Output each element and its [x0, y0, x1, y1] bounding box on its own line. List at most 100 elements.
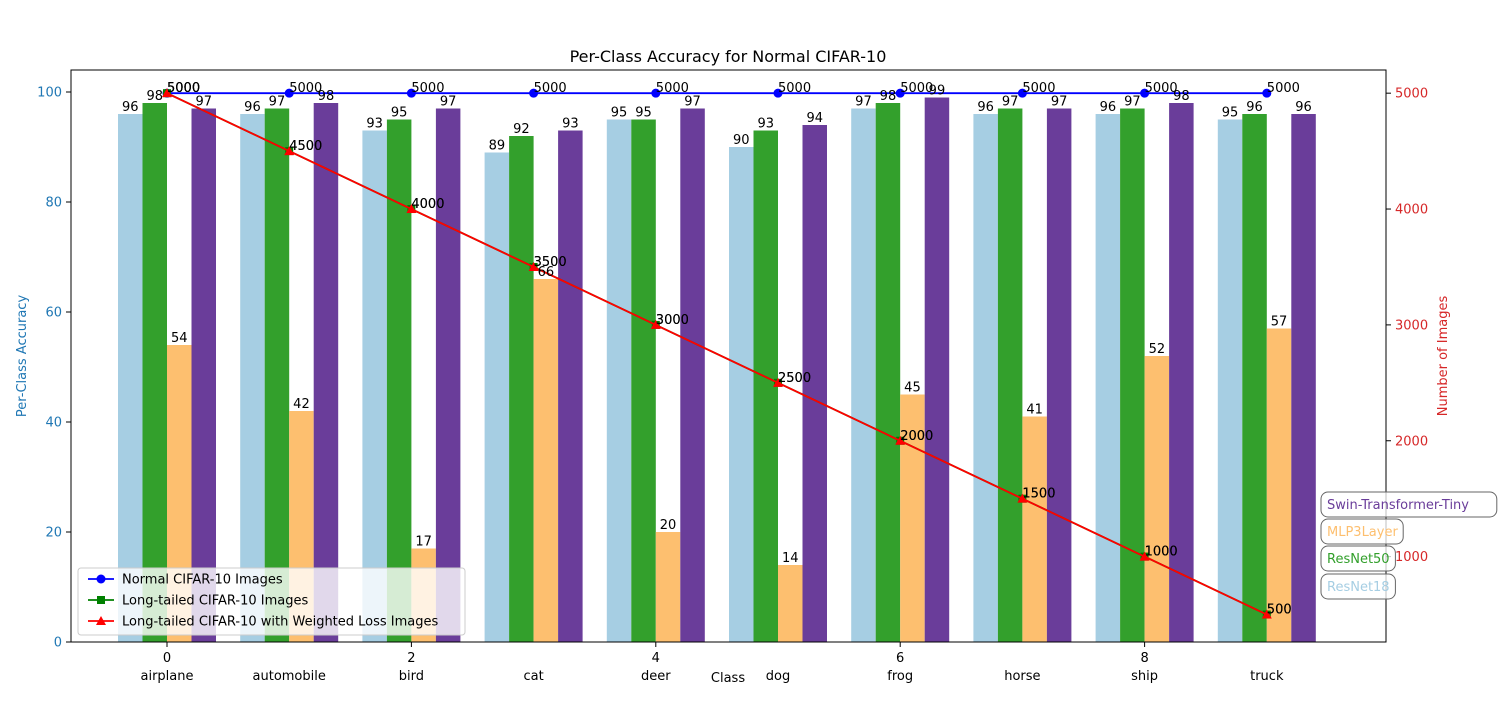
series-legend: Normal CIFAR-10 Images Long-tailed CIFAR-…	[77, 567, 466, 636]
marker-long-tailed-cifar-10-with-weighted-loss-images	[773, 377, 783, 387]
x-tick-label: 8	[1140, 651, 1148, 666]
bar-resnet18-bird	[362, 130, 387, 642]
count-label: 500	[1267, 603, 1292, 618]
marker-long-tailed-cifar-10-with-weighted-loss-images	[1261, 609, 1272, 619]
lines-layer	[162, 88, 1272, 619]
bar-value-label: 94	[806, 111, 823, 126]
bar-resnet50-ship	[1120, 108, 1145, 642]
x-category-label: frog	[887, 669, 913, 684]
count-label: 5000	[1022, 81, 1055, 96]
bar-resnet18-deer	[606, 119, 632, 642]
plot-frame	[70, 69, 1387, 643]
bar-resnet50-horse	[997, 108, 1023, 642]
x-category-label: airplane	[141, 669, 194, 684]
bar-value-label: 20	[660, 518, 677, 533]
legend-label: Normal CIFAR-10 Images	[122, 573, 283, 588]
bar-mlp3layer-deer	[655, 532, 681, 642]
bar-resnet50-deer	[631, 119, 656, 642]
count-label: 3500	[534, 255, 567, 270]
bar-value-label: 96	[1246, 100, 1263, 115]
bar-swin-transformer-tiny-deer	[680, 108, 705, 642]
marker-normal-cifar-10-images	[529, 88, 539, 98]
bar-value-label: 42	[293, 397, 310, 412]
count-label: 5000	[656, 81, 689, 96]
left-y-tick-label: 80	[45, 196, 62, 211]
bar-value-label: 95	[635, 106, 652, 121]
count-label: 1000	[1145, 545, 1178, 560]
model-legend-box	[1320, 491, 1498, 518]
model-legend-box	[1320, 518, 1404, 545]
bar-value-label: 97	[440, 95, 457, 110]
bar-value-label: 99	[929, 84, 946, 99]
bar-value-label: 95	[611, 106, 628, 121]
bar-mlp3layer-ship	[1144, 356, 1170, 642]
bar-value-label: 17	[415, 535, 432, 550]
left-y-tick-label: 20	[45, 526, 62, 541]
x-category-label: cat	[523, 669, 543, 684]
bar-resnet18-automobile	[240, 114, 265, 642]
bar-value-label: 98	[880, 89, 897, 104]
line-long-tailed-cifar-10-with-weighted-loss-images	[166, 92, 1268, 616]
bar-resnet18-frog	[851, 108, 876, 642]
bar-value-label: 93	[562, 117, 579, 132]
count-label: 1000	[1145, 545, 1178, 560]
bar-value-label: 54	[171, 331, 188, 346]
bar-swin-transformer-tiny-dog	[802, 125, 827, 642]
bars-layer	[118, 97, 1316, 642]
count-label: 3500	[534, 255, 567, 270]
chart-title: Per-Class Accuracy for Normal CIFAR-10	[570, 47, 887, 66]
x-tick-label: 6	[896, 651, 904, 666]
axes-layer: 0 20 40 60 80 100 1000 2000 3000 4000 5000 0 airplan…	[37, 69, 1428, 684]
bar-resnet18-horse	[973, 114, 998, 642]
bar-resnet50-frog	[875, 103, 901, 642]
right-y-tick-label: 3000	[1395, 318, 1428, 333]
count-label: 4000	[411, 197, 444, 212]
count-label: 5000	[778, 81, 811, 96]
x-category-label: truck	[1250, 669, 1284, 684]
marker-long-tailed-cifar-10-with-weighted-loss-images	[1139, 551, 1150, 561]
data-labels-layer: 96 96 93 89 95 90 97 96 96 95 98 97 95 92 95 93 98 97 97 96…	[122, 81, 1312, 617]
bar-value-label: 97	[1002, 95, 1019, 110]
bar-value-label: 95	[1222, 106, 1239, 121]
bar-value-label: 14	[782, 551, 799, 566]
x-category-label: bird	[399, 669, 424, 684]
x-axis-label: Class	[711, 671, 745, 686]
model-legend-label: MLP3Layer	[1327, 525, 1398, 540]
marker-long-tailed-cifar-10-with-weighted-loss-images	[650, 319, 661, 329]
bar-mlp3layer-horse	[1022, 416, 1047, 642]
count-label: 5000	[1145, 81, 1178, 96]
count-label: 1500	[1022, 487, 1055, 502]
bar-swin-transformer-tiny-bird	[435, 108, 461, 642]
marker-normal-cifar-10-images	[1140, 88, 1150, 98]
count-label: 5000	[167, 81, 200, 96]
bar-swin-transformer-tiny-cat	[558, 130, 583, 642]
right-y-tick-label: 4000	[1395, 203, 1428, 218]
x-tick-label: 0	[163, 651, 171, 666]
left-y-tick-label: 0	[54, 636, 62, 651]
count-label: 5000	[167, 81, 200, 96]
count-label: 5000	[411, 81, 444, 96]
bar-value-label: 96	[244, 100, 261, 115]
bar-resnet18-dog	[729, 147, 754, 642]
marker-long-tailed-cifar-10-with-weighted-loss-images	[1017, 493, 1028, 503]
count-label: 4000	[411, 197, 444, 212]
bar-value-label: 66	[538, 265, 555, 280]
bar-value-label: 97	[684, 95, 701, 110]
count-label: 2000	[900, 429, 933, 444]
bar-resnet18-cat	[484, 152, 510, 642]
marker-normal-cifar-10-images	[773, 88, 783, 98]
count-label: 1500	[1022, 487, 1055, 502]
model-legend-box	[1320, 573, 1396, 600]
legend-marker	[97, 596, 105, 604]
model-legend-label: ResNet18	[1327, 580, 1390, 595]
bar-swin-transformer-tiny-horse	[1046, 108, 1072, 642]
bar-value-label: 97	[855, 95, 872, 110]
bar-value-label: 97	[269, 95, 286, 110]
x-category-label: automobile	[253, 669, 326, 684]
model-legend-box	[1320, 545, 1396, 572]
count-label: 2500	[778, 371, 811, 386]
bar-value-label: 98	[318, 89, 335, 104]
model-legend-label: ResNet50	[1327, 552, 1390, 567]
model-legend: ResNet18 ResNet50 MLP3Layer Swin-Transforme…	[1320, 491, 1498, 600]
right-y-axis-label: Number of Images	[1436, 296, 1451, 417]
